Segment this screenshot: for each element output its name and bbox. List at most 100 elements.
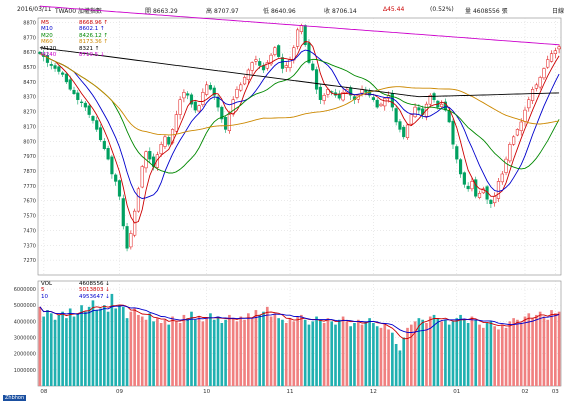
header-high: 高 8707.97 (206, 6, 239, 18)
candle-body (394, 108, 398, 123)
volume-bar (95, 310, 99, 386)
ma-legend-name: M120 (41, 45, 57, 52)
volume-bar (193, 319, 197, 386)
volume-bar (46, 310, 49, 386)
volume-bar (307, 324, 311, 386)
bottom-label: Zhbhon (3, 395, 27, 401)
candle-body (129, 233, 133, 248)
ma-legend-name: M5 (41, 20, 50, 26)
candle-body (303, 25, 307, 45)
candle-body (201, 92, 205, 106)
volume-bar (398, 350, 402, 386)
candle-body (98, 127, 103, 141)
volume-bar (65, 318, 68, 386)
candle-body (440, 103, 444, 107)
volume-tick-label: 3000000 (14, 336, 36, 342)
candle-body (527, 99, 531, 109)
volume-bar (459, 314, 462, 386)
volume-bar (250, 318, 254, 386)
ma-legend-name: M240 (41, 52, 57, 59)
candle-body (102, 140, 106, 149)
volume-bar (322, 323, 326, 386)
x-tick-label: 10 (203, 389, 210, 395)
volume-bar (114, 308, 118, 386)
volume-bar (106, 311, 110, 386)
volume-bar (406, 327, 409, 386)
volume-bar (61, 311, 64, 386)
ma10-line (39, 49, 560, 199)
ma120-line (39, 47, 560, 98)
candle-body (53, 65, 57, 69)
ma-legend-value: 8719.5 ↓ (79, 52, 105, 59)
volume-bar (84, 311, 87, 386)
volume-ma10-line (39, 305, 560, 333)
candle-body (318, 86, 322, 100)
volume-bar (303, 319, 307, 386)
volume-bar (76, 313, 80, 386)
ma60-line (39, 53, 560, 136)
volume-bar (49, 313, 53, 386)
volume-bar (383, 324, 387, 386)
vol-legend-name: VOL (41, 281, 53, 287)
volume-bar (489, 321, 493, 386)
volume-bar (292, 321, 296, 386)
volume-bar (535, 314, 538, 386)
vol-legend-value: 4608556 ↓ (79, 281, 110, 287)
volume-bar (527, 313, 531, 386)
volume-bar (80, 305, 83, 386)
x-tick-label: 02 (521, 389, 528, 395)
volume-bar (190, 311, 193, 386)
candle-body (38, 51, 42, 54)
ma-legend-value: 8173.36 ↑ (79, 39, 109, 46)
volume-bar (220, 323, 224, 386)
volume-bar (254, 310, 258, 386)
candle-body (417, 107, 421, 111)
volume-bar (281, 319, 284, 386)
header-volume-label: 量 (465, 8, 472, 15)
volume-bar (364, 321, 368, 386)
candle-body (61, 72, 65, 75)
candle-body (140, 166, 144, 188)
volume-bar (42, 316, 46, 386)
volume-bar (38, 306, 42, 386)
volume-bar (436, 318, 440, 386)
ma-legend-value: 8426.12 ↑ (79, 32, 109, 39)
candle-body (106, 148, 110, 160)
volume-bar (186, 318, 190, 386)
candle-body (470, 181, 474, 190)
volume-bar (167, 324, 171, 386)
volume-legend: VOL 4608556 ↓ 5 5013803 ↓ 10 4953647 ↓ (41, 281, 110, 300)
volume-bar (129, 311, 133, 386)
vol-legend-name: 10 (41, 293, 48, 300)
volume-bar (159, 323, 163, 386)
candle-body (68, 79, 72, 90)
ma-legend-name: M60 (41, 39, 53, 46)
ma-legend-row: M5 8668.96 ↑ (41, 20, 108, 26)
header-volume: 量 4608556 張 (465, 6, 508, 18)
volume-bar (231, 318, 235, 386)
ma-legend-value: 8668.96 ↑ (79, 20, 109, 26)
volume-bar (538, 311, 542, 386)
volume-bar (523, 316, 527, 386)
volume-bar (209, 313, 212, 386)
candle-body (477, 193, 482, 198)
volume-bar (504, 327, 508, 386)
candle-body (504, 158, 508, 173)
candle-body (466, 185, 470, 190)
header-date: 2016/03/11 (17, 6, 52, 13)
candle-body (534, 84, 538, 89)
volume-bar (557, 311, 561, 386)
volume-bar (394, 344, 398, 386)
volume-bar (243, 319, 246, 386)
price-tick-label: 7470 (23, 228, 36, 234)
volume-bar (500, 324, 504, 386)
volume-bar (402, 337, 406, 386)
vol-legend-row: 10 4953647 ↓ (41, 294, 110, 300)
x-tick-label: 01 (453, 389, 460, 395)
volume-tick-label: 6000000 (14, 287, 36, 293)
candle-body (277, 45, 281, 57)
header-high-value: 8707.97 (213, 8, 239, 15)
volume-bar (428, 316, 432, 386)
candle-body (87, 105, 91, 115)
volume-bar (152, 321, 155, 386)
